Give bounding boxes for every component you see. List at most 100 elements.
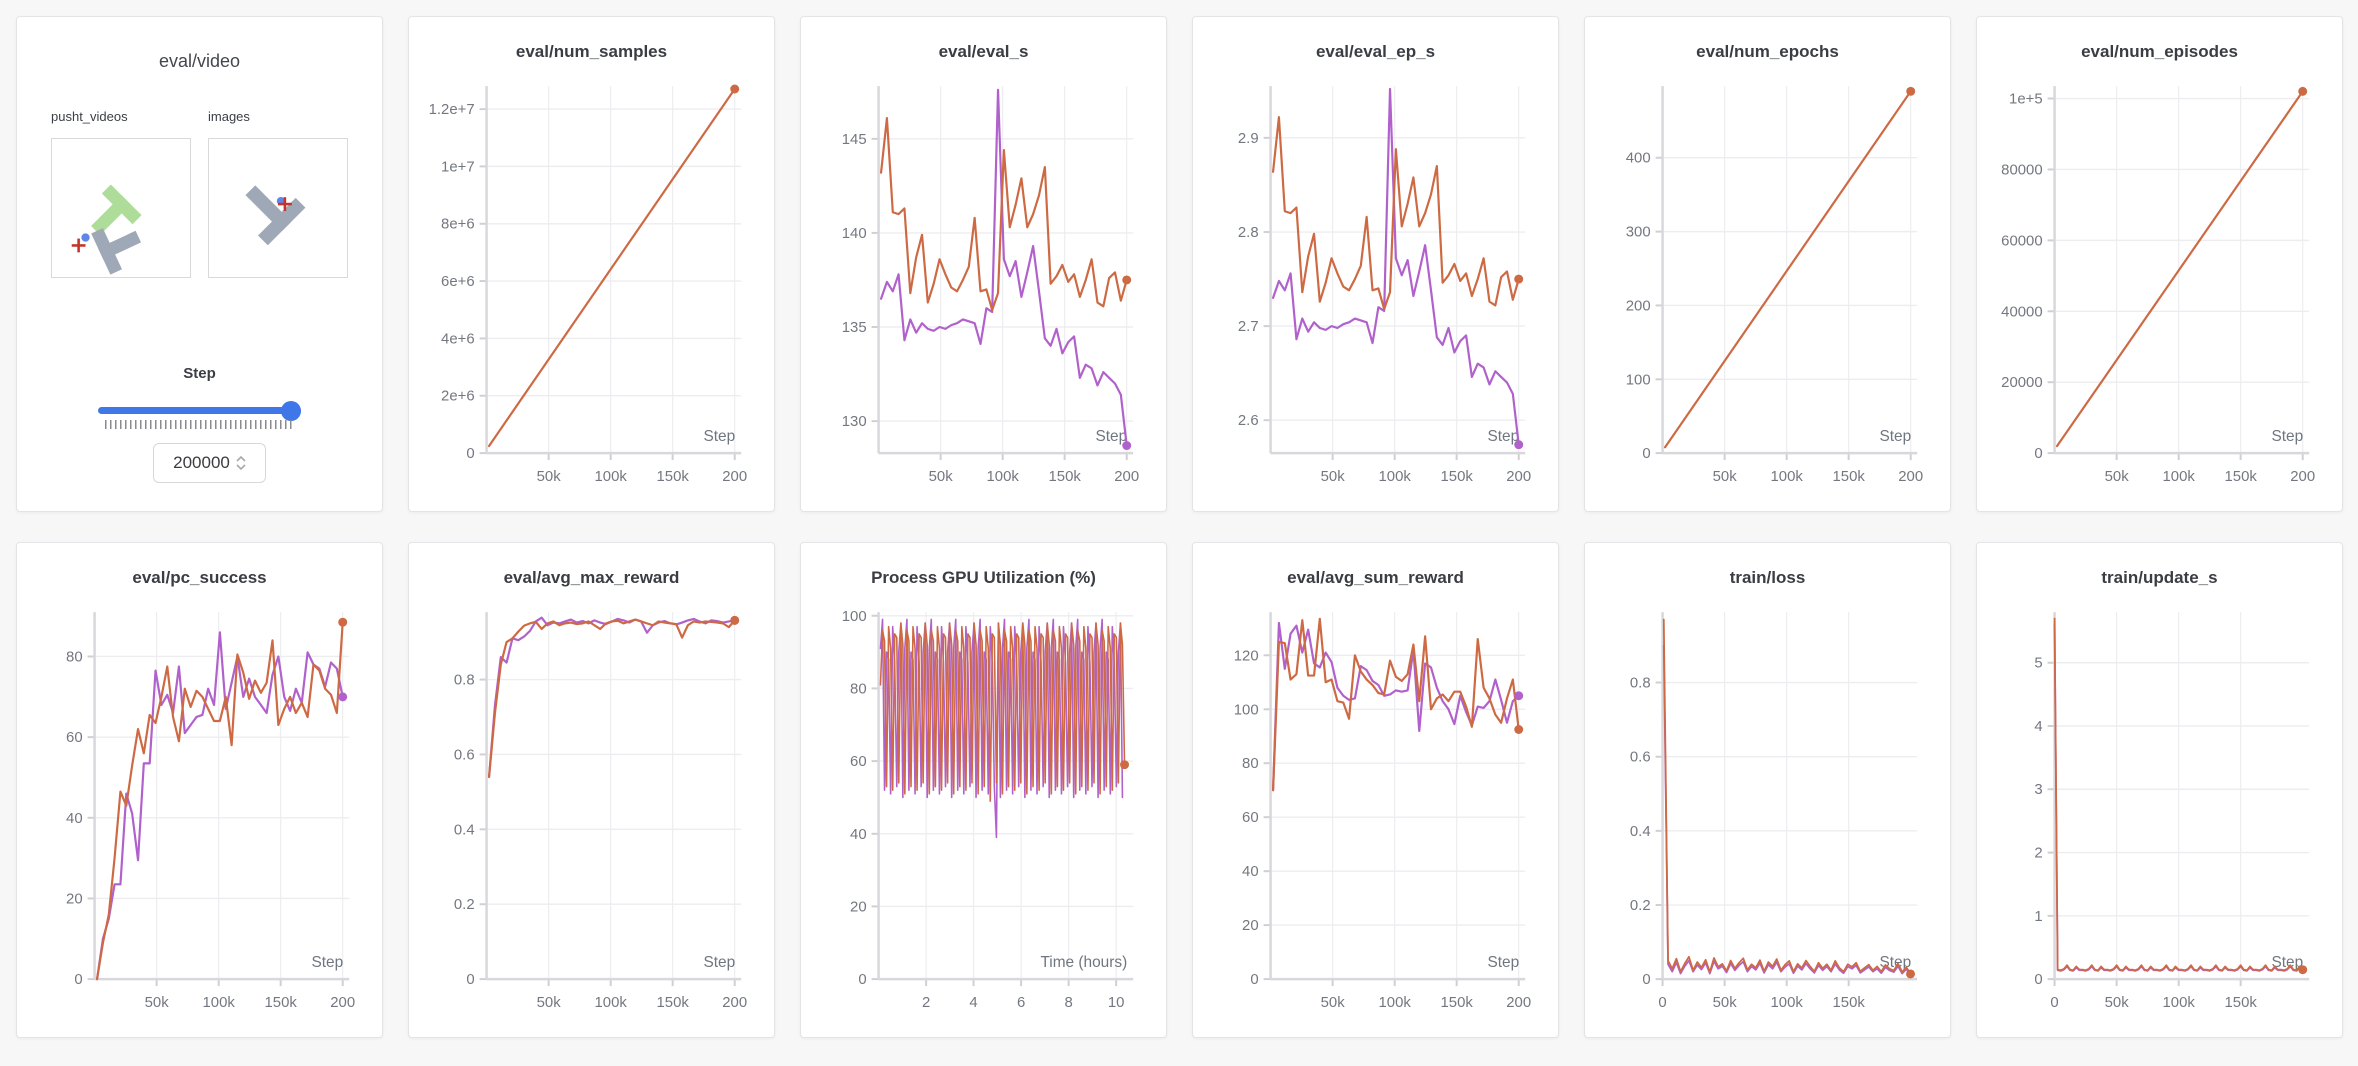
chart-num_episodes[interactable]: 0 20000 40000 60000 80000 1e+5 50k 100k 150k 200 S… bbox=[1977, 69, 2342, 512]
step-number-input[interactable]: 200000 bbox=[153, 443, 266, 483]
series-orange bbox=[879, 117, 1128, 312]
axes bbox=[877, 86, 1134, 455]
series-end-dot-purple bbox=[338, 692, 348, 702]
step-slider-thumb[interactable] bbox=[281, 401, 301, 421]
series-orange bbox=[2053, 617, 2304, 972]
chart-avg_max_reward[interactable]: 0 0.2 0.4 0.6 0.8 50k 100k 150k 200 Step bbox=[409, 595, 774, 1038]
tick-labels: 0 20 40 60 80 100 2 4 6 8 10 bbox=[842, 609, 1125, 1011]
svg-text:200: 200 bbox=[722, 995, 747, 1011]
svg-text:0: 0 bbox=[1642, 446, 1650, 462]
pusht-video-thumbnail[interactable] bbox=[51, 138, 191, 278]
svg-text:145: 145 bbox=[842, 132, 867, 148]
chart-avg_sum_reward[interactable]: 0 20 40 60 80 100 120 50k 100k 150k 200 Step bbox=[1193, 595, 1558, 1038]
axes bbox=[485, 612, 742, 981]
tick-marks bbox=[2047, 661, 2242, 987]
svg-text:60: 60 bbox=[1242, 810, 1259, 826]
svg-text:3: 3 bbox=[2034, 782, 2042, 798]
images-thumbnail[interactable] bbox=[208, 138, 348, 278]
series-orange bbox=[487, 87, 736, 448]
tick-marks bbox=[479, 678, 736, 987]
chart-panel-gpu_util[interactable]: Process GPU Utilization (%) 0 20 40 60 80 100 2… bbox=[800, 542, 1167, 1038]
chart-title-eval_s: eval/eval_s bbox=[938, 42, 1029, 61]
series-end-dot-orange bbox=[730, 84, 740, 94]
chart-panel-train_loss[interactable]: train/loss 0 0.2 0.4 0.6 0.8 0 50k 100k 150k Step bbox=[1584, 542, 1951, 1038]
stepper-up-icon[interactable] bbox=[236, 456, 246, 462]
chart-num_samples[interactable]: 0 2e+6 4e+6 6e+6 8e+6 1e+7 1.2e+7 50k 100k 150k 20… bbox=[409, 69, 774, 512]
svg-text:0: 0 bbox=[2034, 972, 2042, 988]
svg-text:300: 300 bbox=[1626, 225, 1651, 241]
goal-cross-icon bbox=[71, 238, 86, 253]
series-end-dot-orange bbox=[1514, 274, 1524, 284]
svg-text:130: 130 bbox=[842, 414, 867, 430]
svg-text:2.6: 2.6 bbox=[1238, 413, 1259, 429]
svg-text:20: 20 bbox=[850, 899, 867, 915]
series-purple bbox=[95, 631, 344, 981]
series-purple bbox=[487, 616, 736, 779]
svg-text:200: 200 bbox=[1898, 469, 1923, 485]
series-end-dot-orange bbox=[1514, 725, 1524, 734]
x-axis-label: Time (hours) bbox=[1040, 954, 1127, 971]
svg-text:0.6: 0.6 bbox=[454, 747, 475, 763]
chart-panel-avg_sum_reward[interactable]: eval/avg_sum_reward 0 20 40 60 80 100 120 50k 100… bbox=[1192, 542, 1559, 1038]
series-purple bbox=[1271, 621, 1520, 792]
series-purple bbox=[879, 88, 1128, 447]
svg-text:50k: 50k bbox=[2105, 995, 2130, 1011]
svg-text:8e+6: 8e+6 bbox=[441, 217, 475, 233]
chart-panel-eval_s[interactable]: eval/eval_s 130 135 140 145 50k 100k 150k 200 Ste… bbox=[800, 16, 1167, 512]
chart-panel-num_samples[interactable]: eval/num_samples 0 2e+6 4e+6 6e+6 8e+6 1e+7 1.2… bbox=[408, 16, 775, 512]
svg-text:200: 200 bbox=[1506, 995, 1531, 1011]
chart-panel-train_update_s[interactable]: train/update_s 0 1 2 3 4 5 0 50k 100k 150k Step bbox=[1976, 542, 2343, 1038]
stepper-down-icon[interactable] bbox=[236, 464, 246, 470]
chart-gpu_util[interactable]: 0 20 40 60 80 100 2 4 6 8 10 Time (hours) bbox=[801, 595, 1166, 1038]
chart-eval_s[interactable]: 130 135 140 145 50k 100k 150k 200 Step bbox=[801, 69, 1166, 512]
chart-panel-num_episodes[interactable]: eval/num_episodes 0 20000 40000 60000 80000 1e… bbox=[1976, 16, 2343, 512]
series-end-dot-purple bbox=[1122, 441, 1132, 451]
video-thumb-label: pusht_videos bbox=[51, 109, 128, 124]
chart-panel-pc_success[interactable]: eval/pc_success 0 20 40 60 80 50k 100k 150k 200 St… bbox=[16, 542, 383, 1038]
chart-panel-eval_ep_s[interactable]: eval/eval_ep_s 2.6 2.7 2.8 2.9 50k 100k 150k 200… bbox=[1192, 16, 1559, 512]
tick-marks bbox=[479, 108, 736, 461]
svg-text:8: 8 bbox=[1064, 995, 1072, 1011]
axes bbox=[485, 86, 742, 455]
x-axis-label: Step bbox=[704, 428, 736, 445]
x-axis-label: Step bbox=[2272, 954, 2304, 971]
chart-eval_ep_s[interactable]: 2.6 2.7 2.8 2.9 50k 100k 150k 200 Step bbox=[1193, 69, 1558, 512]
svg-text:100: 100 bbox=[842, 609, 867, 625]
svg-text:0.2: 0.2 bbox=[454, 897, 475, 913]
series-orange bbox=[95, 621, 344, 981]
tick-marks bbox=[1655, 681, 1850, 987]
svg-text:60: 60 bbox=[66, 730, 83, 746]
svg-text:4e+6: 4e+6 bbox=[441, 331, 475, 347]
svg-text:100k: 100k bbox=[1771, 469, 1804, 485]
series-orange bbox=[1271, 617, 1520, 792]
svg-text:2: 2 bbox=[922, 995, 930, 1011]
chart-pc_success[interactable]: 0 20 40 60 80 50k 100k 150k 200 Step bbox=[17, 595, 382, 1038]
svg-text:5: 5 bbox=[2034, 656, 2042, 672]
series-orange bbox=[879, 622, 1126, 802]
step-slider-track[interactable] bbox=[98, 407, 301, 414]
series-end-dot-orange bbox=[1906, 969, 1915, 979]
svg-text:2e+6: 2e+6 bbox=[441, 389, 475, 405]
svg-text:40: 40 bbox=[1242, 864, 1259, 880]
series-end-dot-purple bbox=[1514, 440, 1524, 450]
svg-text:80: 80 bbox=[850, 681, 867, 697]
svg-text:150k: 150k bbox=[1832, 469, 1865, 485]
svg-text:0.6: 0.6 bbox=[1630, 750, 1651, 766]
svg-text:20000: 20000 bbox=[2001, 375, 2042, 391]
svg-text:150k: 150k bbox=[1440, 995, 1473, 1011]
svg-text:200: 200 bbox=[1114, 469, 1139, 485]
tick-labels: 0 0.2 0.4 0.6 0.8 0 50k 100k 150k bbox=[1630, 676, 1865, 1011]
x-axis-label: Step bbox=[1488, 954, 1520, 971]
axes bbox=[2053, 86, 2310, 455]
svg-text:100k: 100k bbox=[2163, 469, 2196, 485]
chart-num_epochs[interactable]: 0 100 200 300 400 50k 100k 150k 200 Step bbox=[1585, 69, 1950, 512]
chart-panel-num_epochs[interactable]: eval/num_epochs 0 100 200 300 400 50k 100k 150k 2… bbox=[1584, 16, 1951, 512]
chart-train_update_s[interactable]: 0 1 2 3 4 5 0 50k 100k 150k Step bbox=[1977, 595, 2342, 1038]
svg-text:0: 0 bbox=[466, 972, 474, 988]
video-panel[interactable]: eval/video pusht_videos images bbox=[16, 16, 383, 512]
svg-text:0.8: 0.8 bbox=[454, 673, 475, 689]
svg-text:2.7: 2.7 bbox=[1238, 319, 1259, 335]
chart-panel-avg_max_reward[interactable]: eval/avg_max_reward 0 0.2 0.4 0.6 0.8 50k 100k 1… bbox=[408, 542, 775, 1038]
